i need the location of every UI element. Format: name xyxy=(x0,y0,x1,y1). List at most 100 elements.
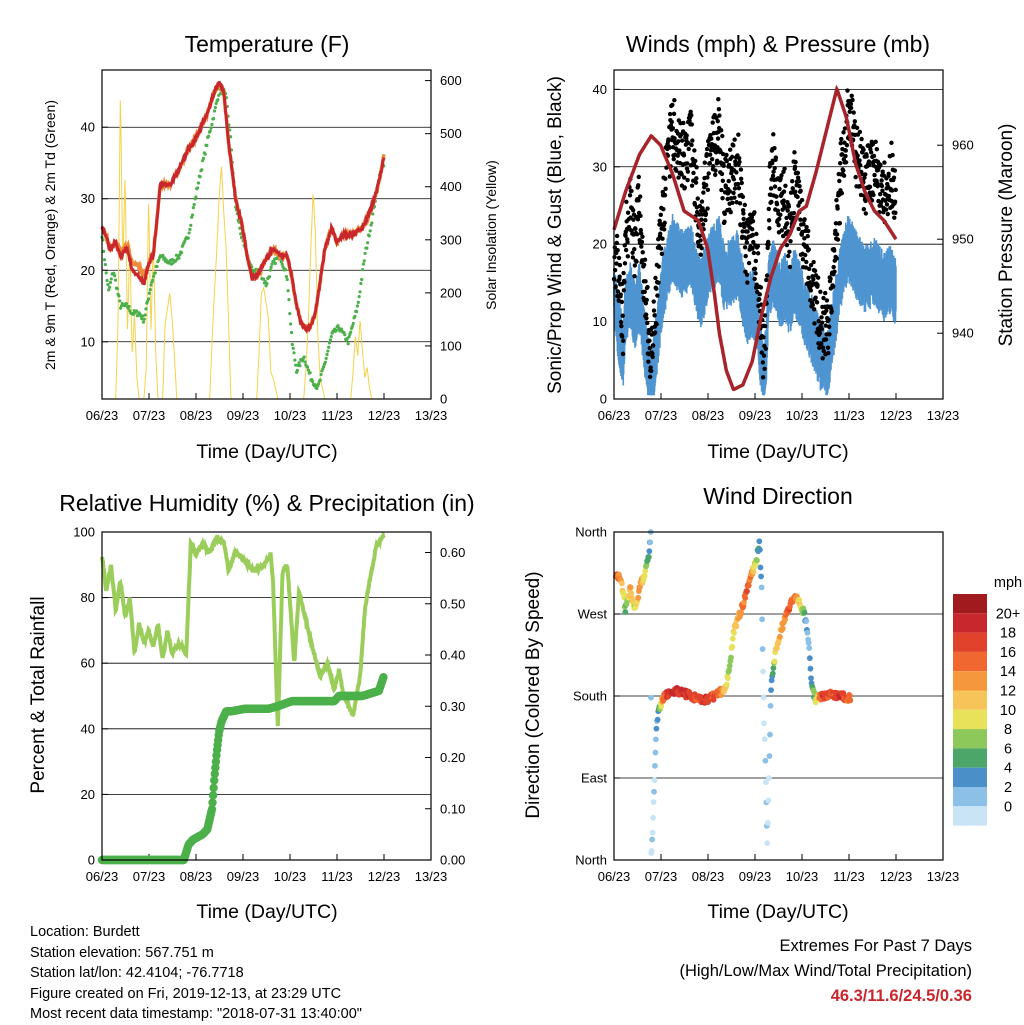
wind-gust-point xyxy=(621,288,627,293)
wind-gust-point xyxy=(614,233,620,239)
wind-gust-point xyxy=(658,212,663,217)
wind-direction-point xyxy=(807,665,814,672)
speed-legend-swatch xyxy=(953,594,987,614)
wind-gust-point xyxy=(650,354,655,360)
wind-gust-point xyxy=(845,88,850,93)
wind-gust-point xyxy=(740,208,746,213)
wind-direction-point xyxy=(723,681,730,688)
dewpoint-point xyxy=(109,277,113,281)
dewpoint-point xyxy=(148,288,152,292)
dewpoint-point xyxy=(196,181,201,185)
wind-gust-point xyxy=(649,368,654,374)
wind-direction-point xyxy=(635,594,642,601)
dewpoint-point xyxy=(192,202,196,207)
wind-gust-point xyxy=(666,137,671,142)
wind-direction-point xyxy=(761,736,768,743)
wind-gust-point xyxy=(878,203,883,208)
wind-gust-point xyxy=(763,346,768,351)
wind-gust-point xyxy=(811,259,816,265)
dewpoint-point xyxy=(141,320,146,324)
dewpoint-point xyxy=(118,299,122,303)
temperature-ytick-label: 40 xyxy=(81,120,95,135)
wind-direction-point xyxy=(847,697,854,704)
wind-direction-point xyxy=(654,716,661,723)
wind-gust-point xyxy=(730,200,735,205)
wind-gust-point xyxy=(834,256,839,261)
dewpoint-point xyxy=(325,352,329,357)
winds-ylabel-left: Sonic/Prop Wind & Gust (Blue, Black) xyxy=(545,76,566,394)
wind-gust-point xyxy=(682,175,687,180)
wind-gust-point xyxy=(618,292,623,297)
dewpoint-point xyxy=(191,205,195,210)
wind-direction-point xyxy=(796,596,803,603)
wind-gust-point xyxy=(819,315,824,320)
wind-gust-point xyxy=(892,215,897,220)
wind-gust-point xyxy=(850,97,855,103)
dewpoint-point xyxy=(135,309,139,313)
wind-gust-point xyxy=(662,193,668,198)
wind-gust-point xyxy=(716,97,721,102)
wind-gust-point xyxy=(715,118,720,124)
wind-direction-point xyxy=(758,584,765,591)
dewpoint-point xyxy=(283,268,288,272)
wind-gust-point xyxy=(623,233,628,238)
dewpoint-point xyxy=(106,282,110,287)
dewpoint-point xyxy=(355,304,360,308)
wind-gust-point xyxy=(722,219,727,224)
dewpoint-point xyxy=(186,236,190,240)
humidity-xtick-label: 09/23 xyxy=(227,869,260,884)
wind-gust-point xyxy=(837,178,842,184)
wind-gust-point xyxy=(700,212,705,217)
wind-gust-point xyxy=(631,217,636,222)
wind-gust-point xyxy=(750,219,756,224)
wind-direction-point xyxy=(645,554,652,560)
wind-gust-point xyxy=(672,98,677,103)
wind-gust-point xyxy=(793,189,798,194)
wind-gust-point xyxy=(761,335,766,340)
wind-gust-point xyxy=(662,220,667,226)
wind-gust-point xyxy=(667,174,673,179)
wind-gust-point xyxy=(778,212,783,218)
wind-direction-point xyxy=(649,836,656,843)
dewpoint-point xyxy=(323,360,327,364)
dewpoint-point xyxy=(313,383,317,387)
dewpoint-point xyxy=(281,265,285,269)
dewpoint-point xyxy=(289,322,293,326)
winds-xlabel: Time (Day/UTC) xyxy=(707,441,848,463)
wind-gust-point xyxy=(742,224,747,230)
wind-gust-point xyxy=(863,211,869,216)
wind-direction-point xyxy=(650,799,657,805)
winds-panel: Winds (mph) & Pressure (mb) Time (Day/UT… xyxy=(545,31,1017,463)
wind-direction-point xyxy=(726,667,732,674)
wind-direction-point xyxy=(840,690,847,697)
wind-gust-point xyxy=(835,237,841,242)
direction-title: Wind Direction xyxy=(703,483,853,509)
wind-gust-point xyxy=(653,275,658,281)
wind-gust-point xyxy=(827,332,832,337)
dewpoint-point xyxy=(298,364,302,368)
direction-xtick-label: 12/23 xyxy=(880,869,913,884)
speed-legend-swatch xyxy=(953,806,987,826)
wind-gust-point xyxy=(618,319,624,325)
wind-gust-point xyxy=(832,269,837,274)
temperature-ytick-right-label: 300 xyxy=(440,232,462,247)
wind-gust-point xyxy=(636,198,641,203)
dewpoint-point xyxy=(336,324,340,328)
wind-gust-point xyxy=(690,138,695,143)
wind-gust-point xyxy=(837,220,843,226)
wind-gust-point xyxy=(871,192,876,198)
wind-gust-point xyxy=(660,236,665,241)
wind-gust-point xyxy=(875,184,880,189)
wind-gust-point xyxy=(782,205,788,210)
dewpoint-point xyxy=(303,360,307,364)
direction-xtick-label: 09/23 xyxy=(739,869,772,884)
dewpoint-point xyxy=(293,358,297,362)
wind-gust-point xyxy=(702,160,707,165)
wind-gust-point xyxy=(708,132,713,138)
wind-direction-point xyxy=(762,757,769,764)
wind-gust-point xyxy=(878,162,883,168)
wind-gust-point xyxy=(724,152,729,158)
info-created: Figure created on Fri, 2019-12-13, at 23… xyxy=(30,985,342,1002)
wind-gust-point xyxy=(792,150,797,155)
info-location: Location: Burdett xyxy=(30,924,140,940)
